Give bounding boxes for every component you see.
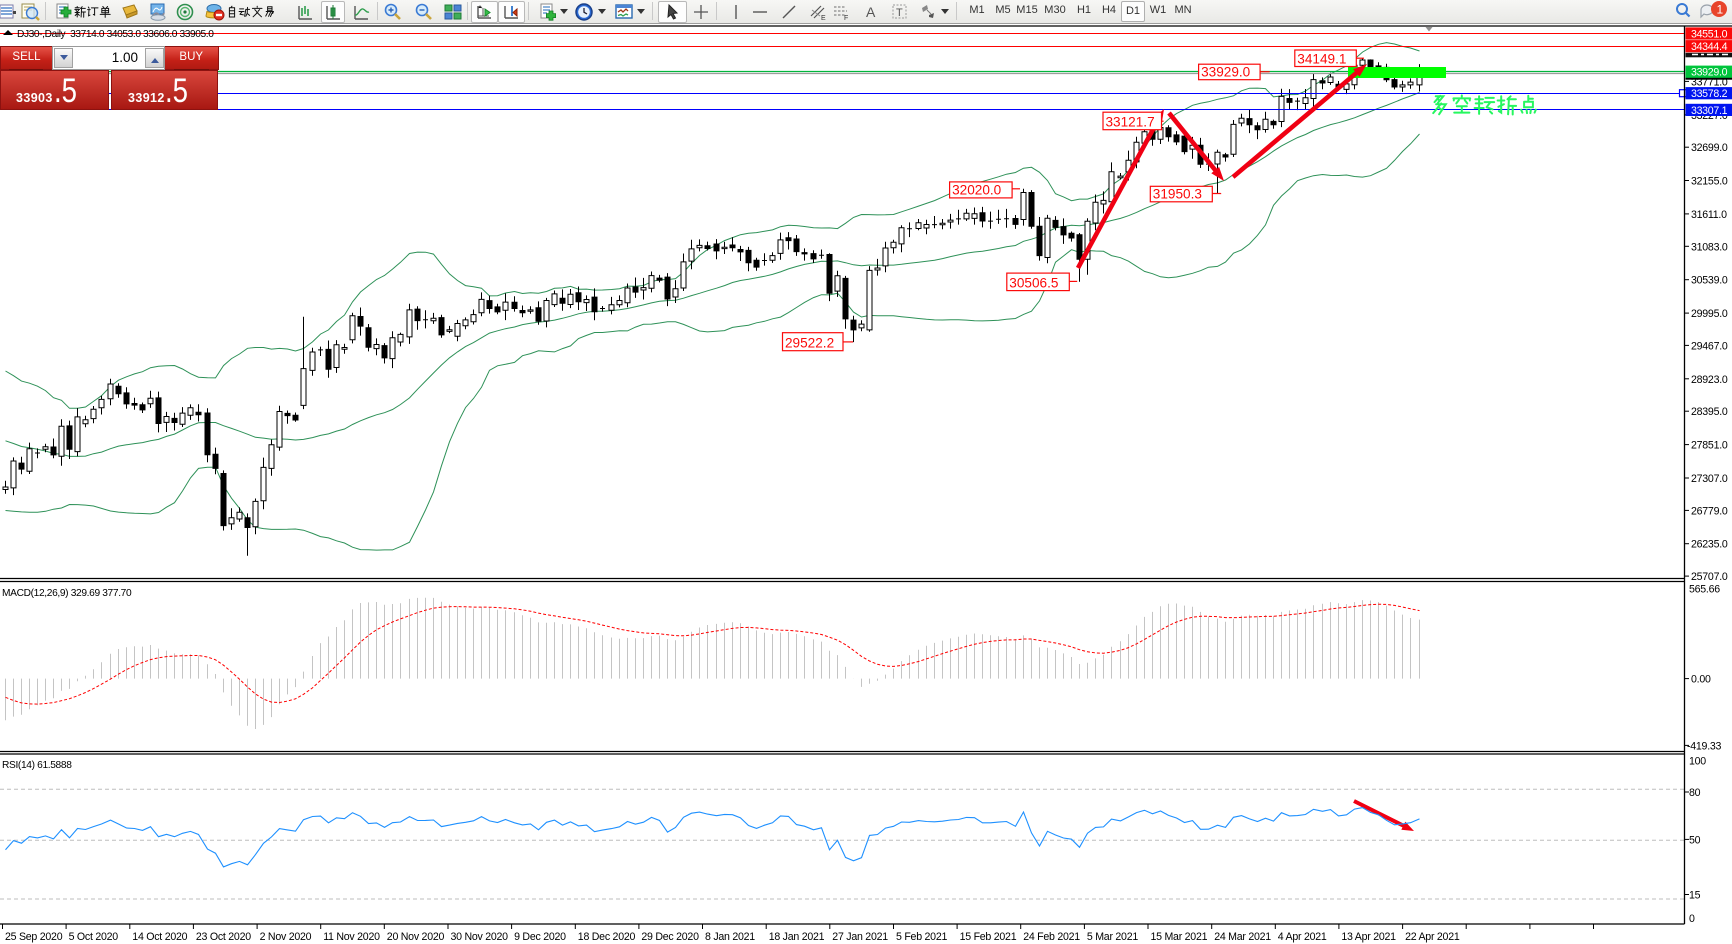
svg-text:15 Mar 2021: 15 Mar 2021	[1151, 931, 1208, 943]
svg-text:0.00: 0.00	[1691, 674, 1711, 686]
svg-text:31950.3: 31950.3	[1153, 187, 1202, 202]
svg-text:9 Dec 2020: 9 Dec 2020	[514, 931, 566, 943]
svg-text:50: 50	[1689, 834, 1701, 846]
svg-text:15 Feb 2021: 15 Feb 2021	[960, 931, 1017, 943]
svg-text:31083.0: 31083.0	[1691, 241, 1728, 253]
svg-text:15: 15	[1689, 890, 1701, 902]
svg-text:13 Apr 2021: 13 Apr 2021	[1341, 931, 1396, 943]
svg-text:18 Dec 2020: 18 Dec 2020	[578, 931, 636, 943]
svg-text:30539.0: 30539.0	[1691, 275, 1728, 287]
svg-text:27 Jan 2021: 27 Jan 2021	[832, 931, 888, 943]
svg-text:24 Mar 2021: 24 Mar 2021	[1214, 931, 1271, 943]
svg-text:25707.0: 25707.0	[1691, 571, 1728, 583]
svg-text:80: 80	[1689, 787, 1701, 799]
svg-text:5 Feb 2021: 5 Feb 2021	[896, 931, 947, 943]
svg-text:28923.0: 28923.0	[1691, 374, 1728, 386]
svg-text:28395.0: 28395.0	[1691, 406, 1728, 418]
svg-text:32155.0: 32155.0	[1691, 176, 1728, 188]
svg-text:2 Nov 2020: 2 Nov 2020	[260, 931, 312, 943]
svg-text:26235.0: 26235.0	[1691, 539, 1728, 551]
svg-text:RSI(14) 61.5888: RSI(14) 61.5888	[2, 760, 72, 771]
svg-text:29 Dec 2020: 29 Dec 2020	[641, 931, 699, 943]
svg-text:11 Nov 2020: 11 Nov 2020	[323, 931, 380, 943]
svg-text:22 Apr 2021: 22 Apr 2021	[1405, 931, 1460, 943]
svg-text:T: T	[896, 7, 903, 19]
svg-text:32020.0: 32020.0	[952, 183, 1002, 198]
svg-text:25 Sep 2020: 25 Sep 2020	[5, 931, 63, 943]
svg-text:4 Apr 2021: 4 Apr 2021	[1278, 931, 1327, 943]
svg-text:-419.33: -419.33	[1687, 740, 1722, 752]
svg-text:29995.0: 29995.0	[1691, 308, 1728, 320]
svg-text:5 Mar 2021: 5 Mar 2021	[1087, 931, 1138, 943]
svg-text:27851.0: 27851.0	[1691, 440, 1728, 452]
svg-text:33307.1: 33307.1	[1691, 105, 1728, 117]
svg-text:29467.0: 29467.0	[1691, 340, 1728, 352]
svg-text:33121.7: 33121.7	[1106, 115, 1155, 130]
svg-text:565.66: 565.66	[1689, 584, 1720, 596]
svg-text:14 Oct 2020: 14 Oct 2020	[132, 931, 187, 943]
svg-text:MACD(12,26,9) 329.69 377.70: MACD(12,26,9) 329.69 377.70	[2, 588, 132, 599]
svg-text:34551.0: 34551.0	[1691, 28, 1728, 40]
svg-text:27307.0: 27307.0	[1691, 473, 1728, 485]
svg-text:100: 100	[1689, 756, 1706, 768]
svg-text:32699.0: 32699.0	[1691, 142, 1728, 154]
svg-text:8 Jan 2021: 8 Jan 2021	[705, 931, 755, 943]
svg-text:26779.0: 26779.0	[1691, 505, 1728, 517]
svg-text:E: E	[821, 15, 826, 22]
svg-text:5 Oct 2020: 5 Oct 2020	[69, 931, 119, 943]
svg-text:33578.2: 33578.2	[1691, 88, 1728, 100]
svg-text:18 Jan 2021: 18 Jan 2021	[769, 931, 825, 943]
svg-text:30506.5: 30506.5	[1009, 275, 1058, 290]
svg-text:F: F	[844, 15, 848, 22]
svg-text:24 Feb 2021: 24 Feb 2021	[1023, 931, 1080, 943]
svg-text:1: 1	[1717, 3, 1724, 17]
svg-text:0: 0	[1689, 913, 1695, 925]
svg-text:33929.0: 33929.0	[1201, 65, 1251, 80]
svg-text:DJ30-,Daily 33714.0 34053.0 3: DJ30-,Daily 33714.0 34053.0 33606.0 3390…	[17, 29, 214, 40]
svg-text:A: A	[866, 4, 876, 20]
svg-text:20 Nov 2020: 20 Nov 2020	[387, 931, 445, 943]
svg-text:30 Nov 2020: 30 Nov 2020	[451, 931, 509, 943]
svg-text:29522.2: 29522.2	[785, 336, 834, 351]
svg-text:31611.0: 31611.0	[1691, 209, 1727, 221]
svg-text:34149.1: 34149.1	[1297, 51, 1346, 66]
svg-text:33929.0: 33929.0	[1691, 67, 1728, 79]
svg-text:34344.4: 34344.4	[1691, 41, 1728, 53]
svg-text:23 Oct 2020: 23 Oct 2020	[196, 931, 251, 943]
